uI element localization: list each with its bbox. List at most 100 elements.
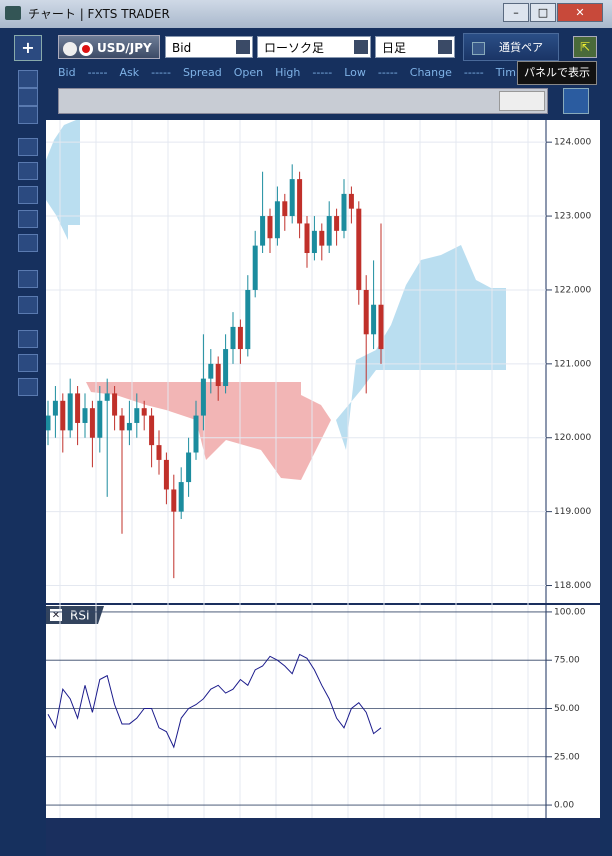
rsi-line bbox=[47, 653, 382, 749]
y-tick-label: 118.000 bbox=[554, 581, 591, 591]
cloud-left bbox=[46, 120, 80, 240]
quote-label: Ask bbox=[119, 66, 140, 79]
quote-label: Low bbox=[344, 66, 366, 79]
candle-body bbox=[363, 289, 369, 335]
tool-camera[interactable] bbox=[18, 378, 38, 396]
y-tick-label: 25.00 bbox=[554, 752, 580, 762]
quote-label: Spread bbox=[182, 66, 222, 79]
quote-label: Open bbox=[233, 66, 264, 79]
candle-body bbox=[289, 179, 295, 217]
quote-label: ----- bbox=[312, 66, 333, 79]
minimize-button[interactable]: – bbox=[503, 3, 529, 22]
tool-pointer[interactable] bbox=[18, 70, 38, 88]
candle-body bbox=[348, 193, 354, 209]
y-tick-label: 124.000 bbox=[554, 138, 591, 148]
candle-body bbox=[186, 452, 192, 483]
quote-label: ----- bbox=[463, 66, 484, 79]
candle-body bbox=[245, 289, 251, 350]
y-tick-label: 120.000 bbox=[554, 433, 591, 443]
rsi-title: RSI bbox=[70, 609, 90, 623]
candle-body bbox=[178, 482, 184, 512]
candle-body bbox=[75, 393, 81, 423]
candle-body bbox=[252, 245, 258, 290]
tool-crosshair[interactable] bbox=[18, 88, 38, 106]
tool-list[interactable] bbox=[18, 354, 38, 372]
candle-body bbox=[60, 400, 66, 431]
panel-toggle-button[interactable]: ⇱ bbox=[573, 36, 597, 58]
candle-body bbox=[149, 415, 155, 446]
tool-trendline[interactable] bbox=[18, 162, 38, 180]
quote-label: Change bbox=[409, 66, 452, 79]
chart-area: ✕ RSI 124.000 123.000 122.000 121.000 120.00… bbox=[46, 120, 600, 818]
close-button[interactable]: ✕ bbox=[557, 3, 603, 22]
tool-channel[interactable] bbox=[18, 234, 38, 252]
chart-style: ローソク足 bbox=[264, 41, 325, 55]
tooltip: パネルで表示 bbox=[517, 61, 597, 85]
candle-body bbox=[141, 408, 147, 416]
candle-body bbox=[319, 230, 325, 246]
y-tick-label: 75.00 bbox=[554, 656, 580, 666]
y-tick-label: 100.00 bbox=[554, 607, 586, 617]
candle-body bbox=[371, 304, 377, 335]
candle-body bbox=[104, 393, 110, 401]
window-title: チャート | FXTS TRADER bbox=[28, 7, 170, 21]
y-tick-label: 0.00 bbox=[554, 801, 574, 811]
candle-body bbox=[260, 216, 266, 246]
candle-body bbox=[356, 208, 362, 290]
candle-body bbox=[282, 201, 288, 217]
zoom-button[interactable] bbox=[563, 88, 589, 114]
pair-panel-button[interactable]: 通貨ペア bbox=[463, 33, 559, 61]
candle-body bbox=[297, 179, 303, 224]
tool-vline[interactable] bbox=[18, 210, 38, 228]
candle-body bbox=[200, 378, 206, 416]
tool-down[interactable] bbox=[18, 330, 38, 348]
quote-label: ----- bbox=[151, 66, 171, 79]
candle-body bbox=[134, 408, 140, 423]
tool-draw[interactable] bbox=[18, 138, 38, 156]
period-select[interactable]: 日足 bbox=[375, 36, 455, 58]
cloud-bullish bbox=[336, 245, 506, 450]
quote-label: ----- bbox=[377, 66, 398, 79]
candle-body bbox=[311, 230, 317, 254]
candle-body bbox=[89, 408, 95, 438]
y-tick-label: 119.000 bbox=[554, 507, 591, 517]
tool-hline[interactable] bbox=[18, 186, 38, 204]
y-tick-label: 122.000 bbox=[554, 285, 591, 295]
y-tick-label: 123.000 bbox=[554, 212, 591, 222]
candle-body bbox=[163, 459, 169, 490]
candle-body bbox=[119, 415, 125, 431]
rsi-background bbox=[46, 604, 600, 818]
price-type-select[interactable]: Bid bbox=[165, 36, 253, 58]
maximize-button[interactable]: □ bbox=[530, 3, 556, 22]
chart-style-select[interactable]: ローソク足 bbox=[257, 36, 371, 58]
quote-label: High bbox=[275, 66, 301, 79]
candle-body bbox=[171, 489, 177, 512]
rsi-close-icon[interactable]: ✕ bbox=[52, 610, 60, 621]
candle-body bbox=[193, 415, 199, 453]
candle-body bbox=[156, 445, 162, 460]
pair-label: 通貨ペア bbox=[499, 41, 543, 54]
candle-body bbox=[97, 400, 103, 438]
candle-body bbox=[82, 408, 88, 423]
candle-body bbox=[274, 201, 280, 239]
candle-body bbox=[215, 363, 221, 387]
period: 日足 bbox=[382, 41, 407, 55]
candle-body bbox=[126, 422, 132, 431]
tool-pan[interactable] bbox=[18, 106, 38, 124]
candle-body bbox=[112, 393, 118, 416]
navigator[interactable] bbox=[58, 88, 548, 114]
candle-body bbox=[334, 216, 340, 231]
candle-body bbox=[267, 216, 273, 239]
tool-fibo[interactable] bbox=[18, 296, 38, 314]
y-tick-label: 121.000 bbox=[554, 359, 591, 369]
y-tick-label: 50.00 bbox=[554, 704, 580, 714]
symbol-button[interactable]: USD/JPY bbox=[58, 35, 160, 59]
candle-body bbox=[230, 326, 236, 350]
candle-body bbox=[326, 216, 332, 246]
tool-fan[interactable] bbox=[18, 270, 38, 288]
candle-body bbox=[378, 304, 384, 350]
candle-body bbox=[304, 223, 310, 254]
add-button[interactable]: + bbox=[14, 35, 42, 61]
candle-body bbox=[341, 193, 347, 231]
candle-body bbox=[67, 393, 73, 431]
